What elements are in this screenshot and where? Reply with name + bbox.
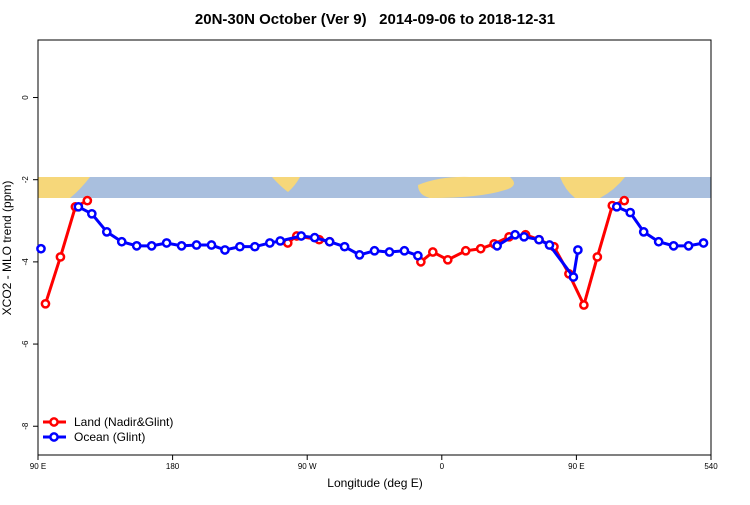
data-point [324, 236, 335, 247]
data-point [683, 241, 694, 251]
data-point [399, 245, 410, 256]
ocean-band [38, 177, 711, 198]
data-point [510, 229, 520, 240]
data-point [638, 227, 649, 237]
data-point [296, 231, 307, 241]
y-axis-label: XCO2 - MLO trend (ppm) [0, 181, 14, 316]
data-point [568, 272, 579, 282]
legend-label: Ocean (Glint) [74, 430, 145, 444]
data-point [413, 250, 423, 261]
legend-marker [49, 417, 59, 427]
data-point [668, 241, 679, 251]
map-strip [38, 176, 711, 198]
data-point [131, 241, 142, 251]
data-point [442, 254, 453, 265]
data-point [36, 243, 46, 254]
data-point [176, 241, 187, 251]
land-shape [38, 177, 90, 198]
x-tick-label: 90 W [298, 462, 317, 471]
data-point [698, 238, 709, 248]
data-point [384, 247, 395, 257]
data-point [101, 227, 112, 237]
data-point [191, 240, 202, 250]
data-point [619, 195, 630, 206]
data-point [460, 245, 471, 256]
data-point [250, 241, 260, 252]
data-point [475, 243, 486, 254]
data-point [339, 241, 350, 252]
data-point [573, 245, 583, 255]
data-point [40, 298, 51, 309]
data-point [653, 236, 664, 247]
data-point [611, 201, 622, 212]
data-point [73, 201, 84, 212]
data-point [146, 241, 157, 251]
data-point [492, 241, 502, 251]
data-point [235, 241, 245, 252]
data-point [309, 232, 320, 243]
legend-marker [49, 432, 59, 442]
data-point [519, 231, 529, 242]
data-point [55, 252, 66, 262]
data-point [220, 245, 230, 255]
y-tick-label: -8 [21, 422, 30, 430]
data-point [82, 195, 93, 206]
data-point [579, 300, 589, 310]
data-point [161, 238, 172, 248]
data-point [534, 234, 544, 245]
data-point [369, 245, 380, 256]
data-point [264, 238, 275, 248]
y-tick-label: -6 [21, 340, 30, 348]
data-point [116, 236, 127, 247]
y-tick-label: -2 [21, 176, 30, 184]
legend-label: Land (Nadir&Glint) [74, 415, 173, 429]
x-tick-label: 90 E [568, 462, 584, 471]
x-tick-label: 90 E [30, 462, 46, 471]
x-tick-label: 0 [440, 462, 445, 471]
land-shape [272, 177, 300, 192]
data-point [354, 250, 365, 260]
x-axis-label: Longitude (deg E) [327, 476, 422, 490]
data-point [544, 240, 555, 250]
y-tick-label: 0 [21, 95, 30, 100]
land-shape [418, 176, 514, 198]
data-point [86, 208, 97, 219]
data-point [206, 240, 217, 250]
chart-title: 20N-30N October (Ver 9) 2014-09-06 to 20… [195, 11, 555, 28]
y-tick-label: -4 [21, 258, 30, 266]
x-tick-label: 540 [704, 462, 718, 471]
data-point [427, 247, 438, 257]
land-shape [560, 177, 625, 198]
data-point [592, 252, 603, 262]
data-point [625, 207, 636, 218]
data-point [275, 236, 286, 246]
x-tick-label: 180 [166, 462, 180, 471]
